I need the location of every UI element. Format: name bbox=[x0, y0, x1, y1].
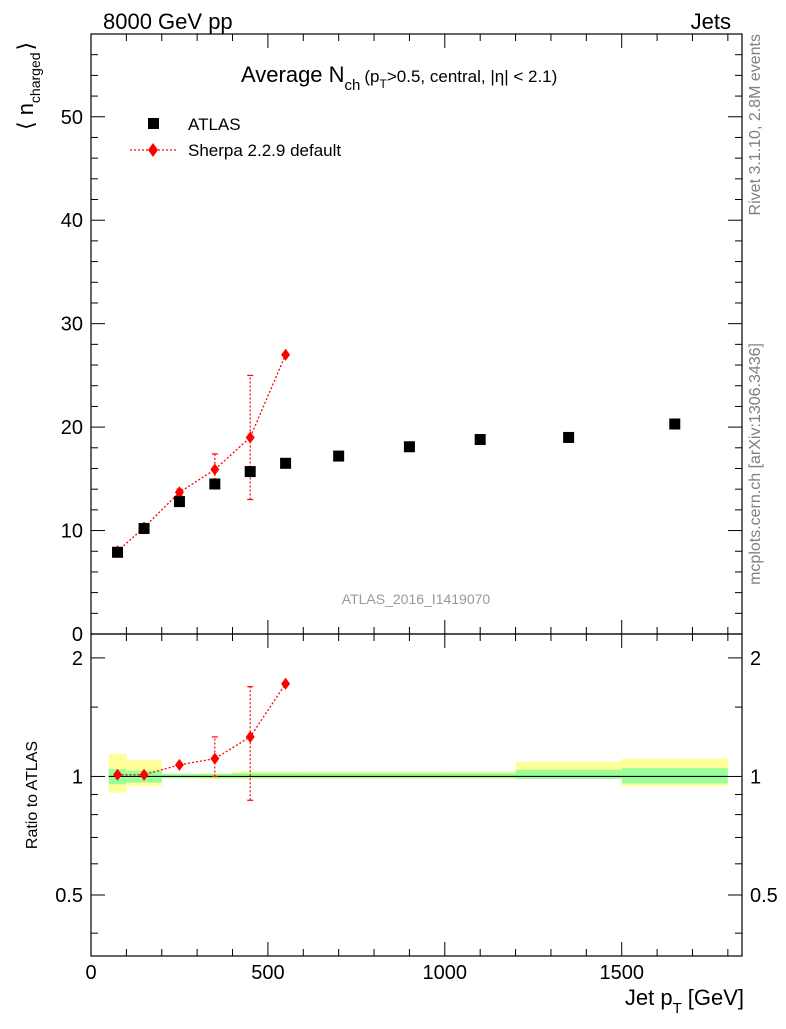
sherpa-ratio-point bbox=[174, 758, 184, 771]
main-y-tick-label: 30 bbox=[61, 314, 83, 336]
ratio-y-tick-label-right: 2 bbox=[750, 648, 761, 670]
atlas-point bbox=[333, 450, 345, 462]
sherpa-ratio-point bbox=[245, 730, 255, 743]
legend-sherpa-marker bbox=[148, 143, 158, 157]
x-axis-label: Jet pT [GeV] bbox=[625, 985, 744, 1017]
ratio-panel: 0.5 0.51 12 2 0 500 1000 1500 Ratio to ATLAS J… bbox=[24, 34, 778, 1017]
title-sub: ch bbox=[345, 77, 361, 94]
sherpa-ratio-point bbox=[113, 768, 123, 781]
title-main: Average N bbox=[241, 62, 345, 87]
atlas-point bbox=[173, 496, 185, 508]
main-y-tick-label: 40 bbox=[61, 210, 83, 232]
sherpa-point bbox=[210, 463, 220, 476]
ratio-stat-band bbox=[444, 773, 516, 779]
y-label-main: ⟨ n bbox=[13, 103, 38, 130]
analysis-id-label: ATLAS_2016_I1419070 bbox=[342, 591, 491, 607]
ratio-frame bbox=[90, 633, 743, 957]
atlas-point bbox=[244, 466, 256, 478]
sherpa-ratio-point bbox=[139, 768, 149, 781]
x-ticks: 0 500 1000 1500 bbox=[85, 34, 729, 984]
legend-sherpa-label: Sherpa 2.2.9 default bbox=[188, 141, 341, 160]
atlas-point bbox=[209, 478, 221, 490]
ratio-y-tick-label: 0.5 bbox=[55, 885, 83, 907]
category-label: Jets bbox=[691, 9, 731, 34]
main-y-tick-label: 0 bbox=[72, 624, 83, 646]
x-label-sub: T bbox=[673, 1000, 682, 1017]
ratio-y-tick-label-right: 1 bbox=[750, 766, 761, 788]
atlas-point bbox=[563, 431, 575, 443]
ratio-stat-band bbox=[515, 769, 622, 780]
x-label-unit: [GeV] bbox=[688, 985, 744, 1010]
ratio-y-tick-label: 2 bbox=[72, 648, 83, 670]
sherpa-point bbox=[245, 431, 255, 444]
x-label-main: Jet p bbox=[625, 985, 673, 1010]
ratio-stat-band bbox=[621, 768, 728, 784]
main-y-ticks: 0 10 20 30 40 50 bbox=[61, 33, 742, 646]
main-y-tick-label: 20 bbox=[61, 417, 83, 439]
ratio-stat-band bbox=[267, 773, 304, 779]
atlas-point bbox=[403, 441, 415, 453]
sherpa-ratio-point bbox=[281, 677, 291, 690]
sherpa-ratio-point bbox=[210, 752, 220, 765]
sherpa-point bbox=[281, 348, 291, 361]
ratio-y-tick-label: 1 bbox=[72, 766, 83, 788]
x-tick-label: 1500 bbox=[599, 962, 644, 984]
atlas-point bbox=[474, 434, 486, 446]
main-y-axis-label: ⟨ ncharged⟩ bbox=[13, 42, 43, 130]
svg-text:⟨ ncharged⟩: ⟨ ncharged⟩ bbox=[13, 42, 43, 130]
atlas-point bbox=[138, 522, 150, 534]
y-label-sub: charged bbox=[27, 52, 43, 103]
chart-title: Average Nch (pT>0.5, central, |η| < 2.1) bbox=[241, 62, 557, 94]
ratio-y-ticks: 0.5 0.5 1 1 2 2 bbox=[55, 648, 778, 934]
atlas-point bbox=[669, 418, 681, 430]
main-panel: 0 10 20 30 40 50 ⟨ ncharged⟩ Average Nch (pT>0… bbox=[13, 33, 743, 646]
mcplots-label: mcplots.cern.ch [arXiv:1306.3436] bbox=[747, 343, 764, 585]
y-label-close: ⟩ bbox=[13, 42, 38, 51]
ratio-y-tick-label-right: 0.5 bbox=[750, 885, 778, 907]
sherpa-point bbox=[174, 486, 184, 499]
x-tick-label: 1000 bbox=[423, 962, 468, 984]
ratio-data-layer bbox=[113, 677, 291, 801]
sherpa-ratio-line bbox=[117, 683, 287, 776]
energy-label: 8000 GeV pp bbox=[103, 9, 233, 34]
sherpa-line bbox=[117, 354, 287, 552]
title-detail-sub: T bbox=[380, 77, 388, 91]
main-data-layer bbox=[112, 348, 681, 558]
legend-atlas-label: ATLAS bbox=[188, 115, 241, 134]
main-y-tick-label: 50 bbox=[61, 107, 83, 129]
ratio-bands-layer bbox=[108, 754, 728, 793]
legend-atlas-marker bbox=[148, 118, 159, 129]
ratio-stat-band bbox=[374, 773, 445, 779]
main-y-tick-label: 10 bbox=[61, 521, 83, 543]
legend: ATLAS Sherpa 2.2.9 default bbox=[130, 115, 341, 160]
x-tick-label: 0 bbox=[85, 962, 96, 984]
title-detail-rest: >0.5, central, |η| < 2.1) bbox=[387, 67, 557, 86]
ratio-stat-band bbox=[303, 773, 375, 779]
ratio-y-axis-label: Ratio to ATLAS bbox=[24, 741, 41, 849]
atlas-point bbox=[112, 546, 124, 558]
title-detail: (p bbox=[364, 67, 379, 86]
rivet-version-label: Rivet 3.1.10, 2.8M events bbox=[747, 34, 764, 215]
atlas-point bbox=[280, 457, 292, 469]
x-tick-label: 500 bbox=[251, 962, 284, 984]
